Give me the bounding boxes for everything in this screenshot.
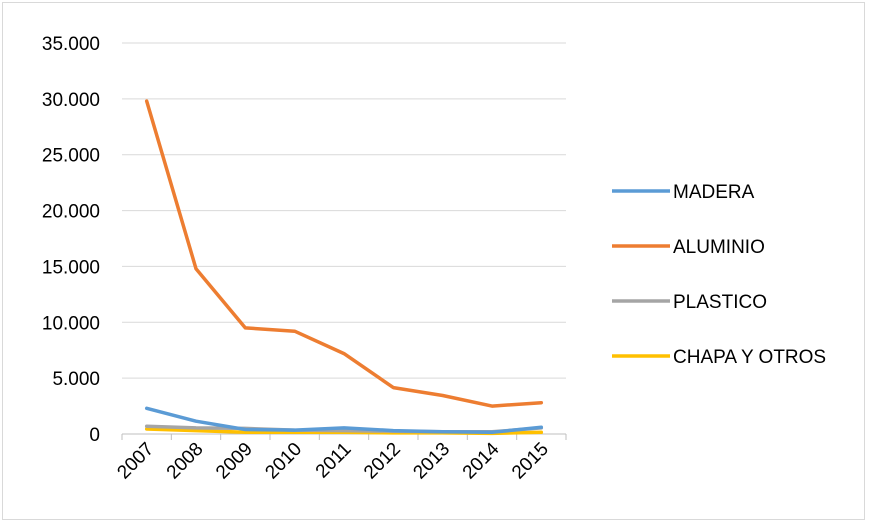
series-line-madera <box>144 406 544 435</box>
legend: MADERA ALUMINIO PLASTICO CHAPA Y OTROS <box>612 182 826 368</box>
gridlines <box>122 42 566 379</box>
legend-label-aluminio: ALUMINIO <box>673 237 765 258</box>
legend-label-plastico: PLASTICO <box>673 292 767 313</box>
legend-label-chapa-y-otros: CHAPA Y OTROS <box>673 347 826 368</box>
x-tick-label: 2008 <box>163 439 208 484</box>
y-tick-label: 5.000 <box>52 369 100 390</box>
series-line-aluminio <box>144 99 544 408</box>
y-tick-label: 30.000 <box>42 90 100 111</box>
x-axis: 2007 2008 2009 2010 2011 2012 2013 2014 2015 <box>113 433 567 484</box>
x-tick-label: 2010 <box>261 439 306 484</box>
x-tick-label: 2014 <box>459 438 504 483</box>
y-tick-label: 35.000 <box>42 34 100 55</box>
x-tick-label: 2013 <box>409 439 454 484</box>
y-tick-label: 10.000 <box>42 313 100 334</box>
x-tick-label: 2011 <box>312 439 356 483</box>
series-lines <box>144 99 544 436</box>
legend-label-madera: MADERA <box>673 182 755 203</box>
x-tick-label: 2009 <box>212 439 257 484</box>
y-tick-label: 25.000 <box>42 146 100 167</box>
x-tick-label: 2015 <box>508 439 553 484</box>
x-tick-label: 2007 <box>113 439 158 484</box>
y-tick-label: 20.000 <box>42 202 100 223</box>
y-tick-label: 15.000 <box>42 257 100 278</box>
y-axis: 0 5.000 10.000 15.000 20.000 25.000 30.000 35.0… <box>42 34 100 446</box>
x-tick-label: 2012 <box>360 439 405 484</box>
y-tick-label: 0 <box>89 425 100 446</box>
